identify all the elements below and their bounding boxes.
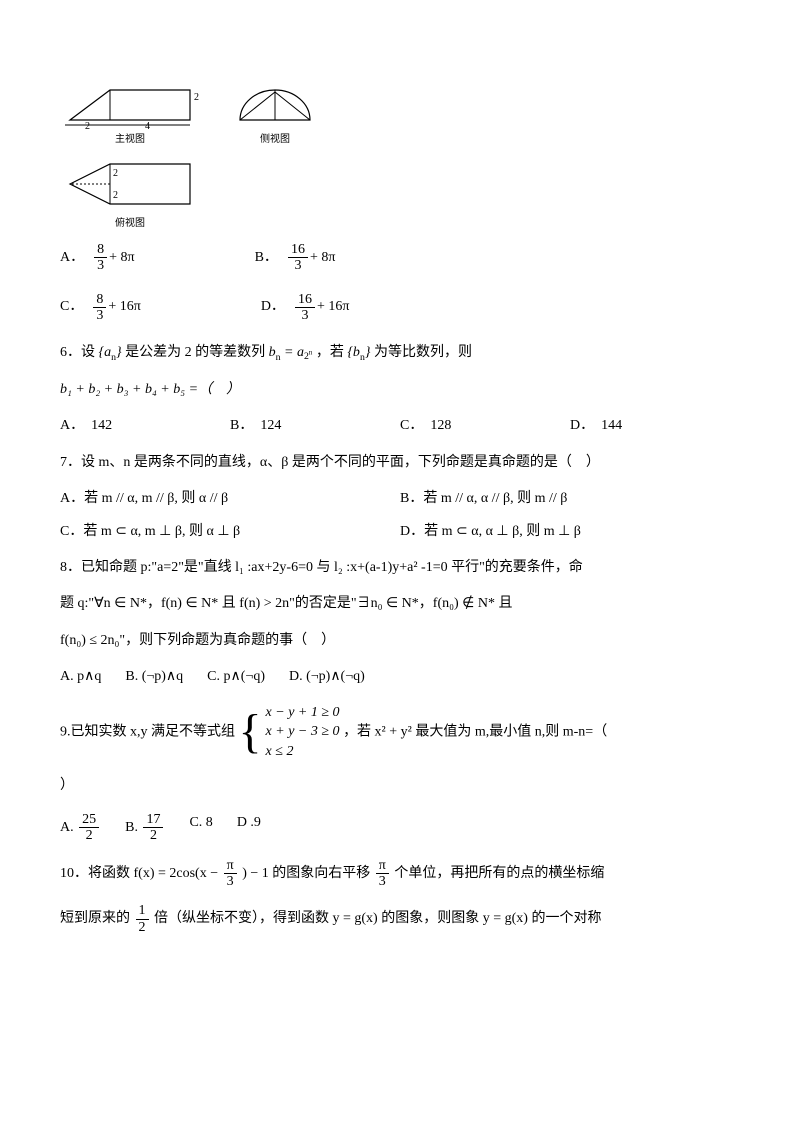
q7-row2: C．若 m ⊂ α, m ⊥ β, 则 α ⊥ β D．若 m ⊂ α, α ⊥…	[60, 521, 740, 543]
q5-optA: A． 83 + 8π	[60, 242, 135, 274]
q10-line1: 10．将函数 f(x) = 2cos(x − π3 ) − 1 的图象向右平移 …	[60, 858, 740, 890]
top-view-label: 俯视图	[115, 216, 145, 232]
q9-A: A. 252	[60, 812, 101, 844]
q5-options-row1: A． 83 + 8π B． 163 + 8π	[60, 242, 740, 274]
q6-C: C． 128	[400, 415, 570, 437]
q5-options-row2: C． 83 + 16π D． 163 + 16π	[60, 292, 740, 324]
q10-line2: 短到原来的 12 倍（纵坐标不变），得到函数 y = g(x) 的图象，则图象 …	[60, 903, 740, 935]
q7-stem: 7．设 m、n 是两条不同的直线，α、β 是两个不同的平面，下列命题是真命题的是…	[60, 452, 740, 474]
q9-close: ）	[60, 775, 740, 797]
top-view-svg: 2 2	[60, 154, 200, 214]
q9-stem-pre: 9.已知实数 x,y 满足不等式组	[60, 724, 235, 739]
q6-expr: b₁ + b₂ + b₃ + b₄ + b₅ =（ ）	[60, 379, 740, 401]
q5-optC: C． 83 + 16π	[60, 292, 141, 324]
q7-row1: A．若 m // α, m // β, 则 α // β B．若 m // α,…	[60, 488, 740, 510]
q7-C: C．若 m ⊂ α, m ⊥ β, 则 α ⊥ β	[60, 521, 400, 543]
q8-B: B. (¬p)∧q	[125, 666, 183, 688]
q9-options: A. 252 B. 172 C. 8 D .9	[60, 812, 740, 844]
q9-system: { x − y + 1 ≥ 0 x + y − 3 ≥ 0 x ≤ 2	[239, 703, 340, 762]
q7-B: B．若 m // α, α // β, 则 m // β	[400, 488, 740, 510]
q5-optB: B． 163 + 8π	[255, 242, 336, 274]
front-view-label: 主视图	[115, 132, 145, 148]
svg-text:2: 2	[113, 168, 118, 179]
q8-D: D. (¬p)∧(¬q)	[289, 666, 365, 688]
side-view-svg	[230, 80, 320, 130]
q6-B: B． 124	[230, 415, 400, 437]
q9: 9.已知实数 x,y 满足不等式组 { x − y + 1 ≥ 0 x + y …	[60, 703, 740, 762]
svg-text:4: 4	[145, 121, 150, 130]
q9-C: C. 8	[189, 812, 212, 844]
q9-stem-post: ，若 x² + y² 最大值为 m,最小值 n,则 m-n=（	[343, 724, 607, 739]
q6-D: D． 144	[570, 415, 740, 437]
q6-options: A． 142 B． 124 C． 128 D． 144	[60, 415, 740, 437]
q6-A: A． 142	[60, 415, 230, 437]
side-view-col: 侧视图	[230, 80, 320, 232]
svg-text:2: 2	[113, 190, 118, 201]
front-and-top-views: 2 4 2 主视图 2 2 俯视图	[60, 80, 200, 232]
q8-line1: 8．已知命题 p:"a=2"是"直线 l₁ :ax+2y-6=0 与 l₂ :x…	[60, 557, 740, 579]
side-view-label: 侧视图	[260, 132, 290, 148]
q9-B: B. 172	[125, 812, 165, 844]
svg-text:2: 2	[85, 121, 90, 130]
q7-D: D．若 m ⊂ α, α ⊥ β, 则 m ⊥ β	[400, 521, 740, 543]
q6: 6．设 {an} 是公差为 2 的等差数列 bn = a2n ，若 {bn} 为…	[60, 342, 740, 365]
q8-C: C. p∧(¬q)	[207, 666, 265, 688]
q8-line2: 题 q:"∀n ∈ N*，f(n) ∈ N* 且 f(n) > 2n"的否定是"…	[60, 593, 740, 615]
q9-D: D .9	[237, 812, 261, 844]
three-view-diagrams: 2 4 2 主视图 2 2 俯视图 侧视图	[60, 80, 740, 232]
q6-sum-expr: b₁ + b₂ + b₃ + b₄ + b₅ =（ ）	[60, 382, 240, 397]
q8-A: A. p∧q	[60, 666, 101, 688]
q8-line3: f(n₀) ≤ 2n₀"，则下列命题为真命题的事（ ）	[60, 630, 740, 652]
q7-A: A．若 m // α, m // β, 则 α // β	[60, 488, 400, 510]
front-view-svg: 2 4 2	[60, 80, 200, 130]
q8-options: A. p∧q B. (¬p)∧q C. p∧(¬q) D. (¬p)∧(¬q)	[60, 666, 740, 688]
svg-text:2: 2	[194, 92, 199, 103]
q5-optD: D． 163 + 16π	[261, 292, 350, 324]
